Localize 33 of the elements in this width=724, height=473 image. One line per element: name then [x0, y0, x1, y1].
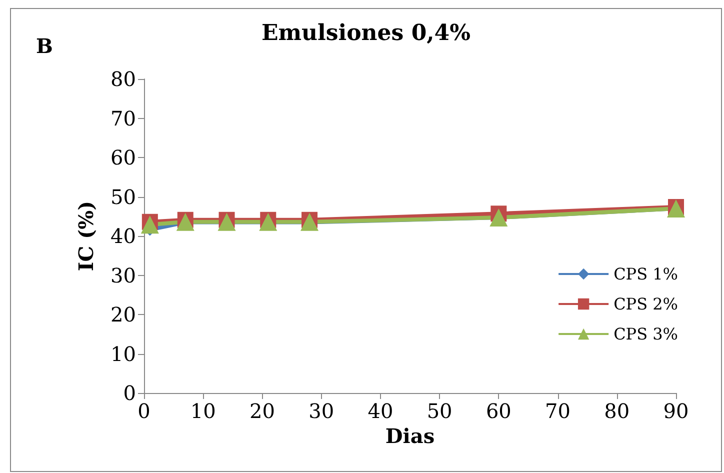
- x-tick-label: 20: [249, 399, 275, 423]
- x-tick-label: 0: [138, 399, 150, 423]
- legend-label: CPS 2%: [614, 294, 678, 314]
- x-tick-label: 50: [426, 399, 452, 423]
- x-tick-label: 60: [486, 399, 512, 423]
- y-axis-title: IC (%): [74, 200, 98, 272]
- point: [176, 212, 194, 231]
- x-tick-label: 80: [604, 399, 630, 423]
- x-axis-title: Dias: [385, 424, 435, 448]
- chart-title: Emulsiones 0,4%: [261, 20, 471, 46]
- point: [218, 212, 236, 231]
- text: B: [36, 34, 53, 58]
- y-tick-label: 20: [110, 302, 136, 326]
- point: [140, 216, 159, 234]
- x-tick-label: 70: [545, 399, 571, 423]
- point: [490, 208, 508, 227]
- point: [300, 212, 319, 231]
- x-tick-label: 90: [663, 399, 689, 423]
- legend-label: CPS 1%: [614, 264, 678, 284]
- point: [259, 212, 278, 231]
- y-tick-label: 70: [110, 106, 136, 130]
- y-tick-label: 50: [110, 184, 136, 209]
- y-tick-label: 30: [110, 263, 136, 288]
- x-tick-label: 40: [368, 399, 394, 423]
- x-tick-label: 10: [190, 399, 216, 423]
- y-tick-label: 0: [123, 381, 136, 405]
- legend-label: CPS 3%: [614, 324, 678, 344]
- y-tick-label: 10: [110, 342, 136, 366]
- point: [667, 200, 685, 218]
- x-tick-label: 30: [308, 399, 334, 423]
- y-tick-label: 60: [110, 146, 136, 170]
- y-tick-label: 40: [110, 224, 136, 248]
- y-tick-label: 80: [110, 67, 136, 91]
